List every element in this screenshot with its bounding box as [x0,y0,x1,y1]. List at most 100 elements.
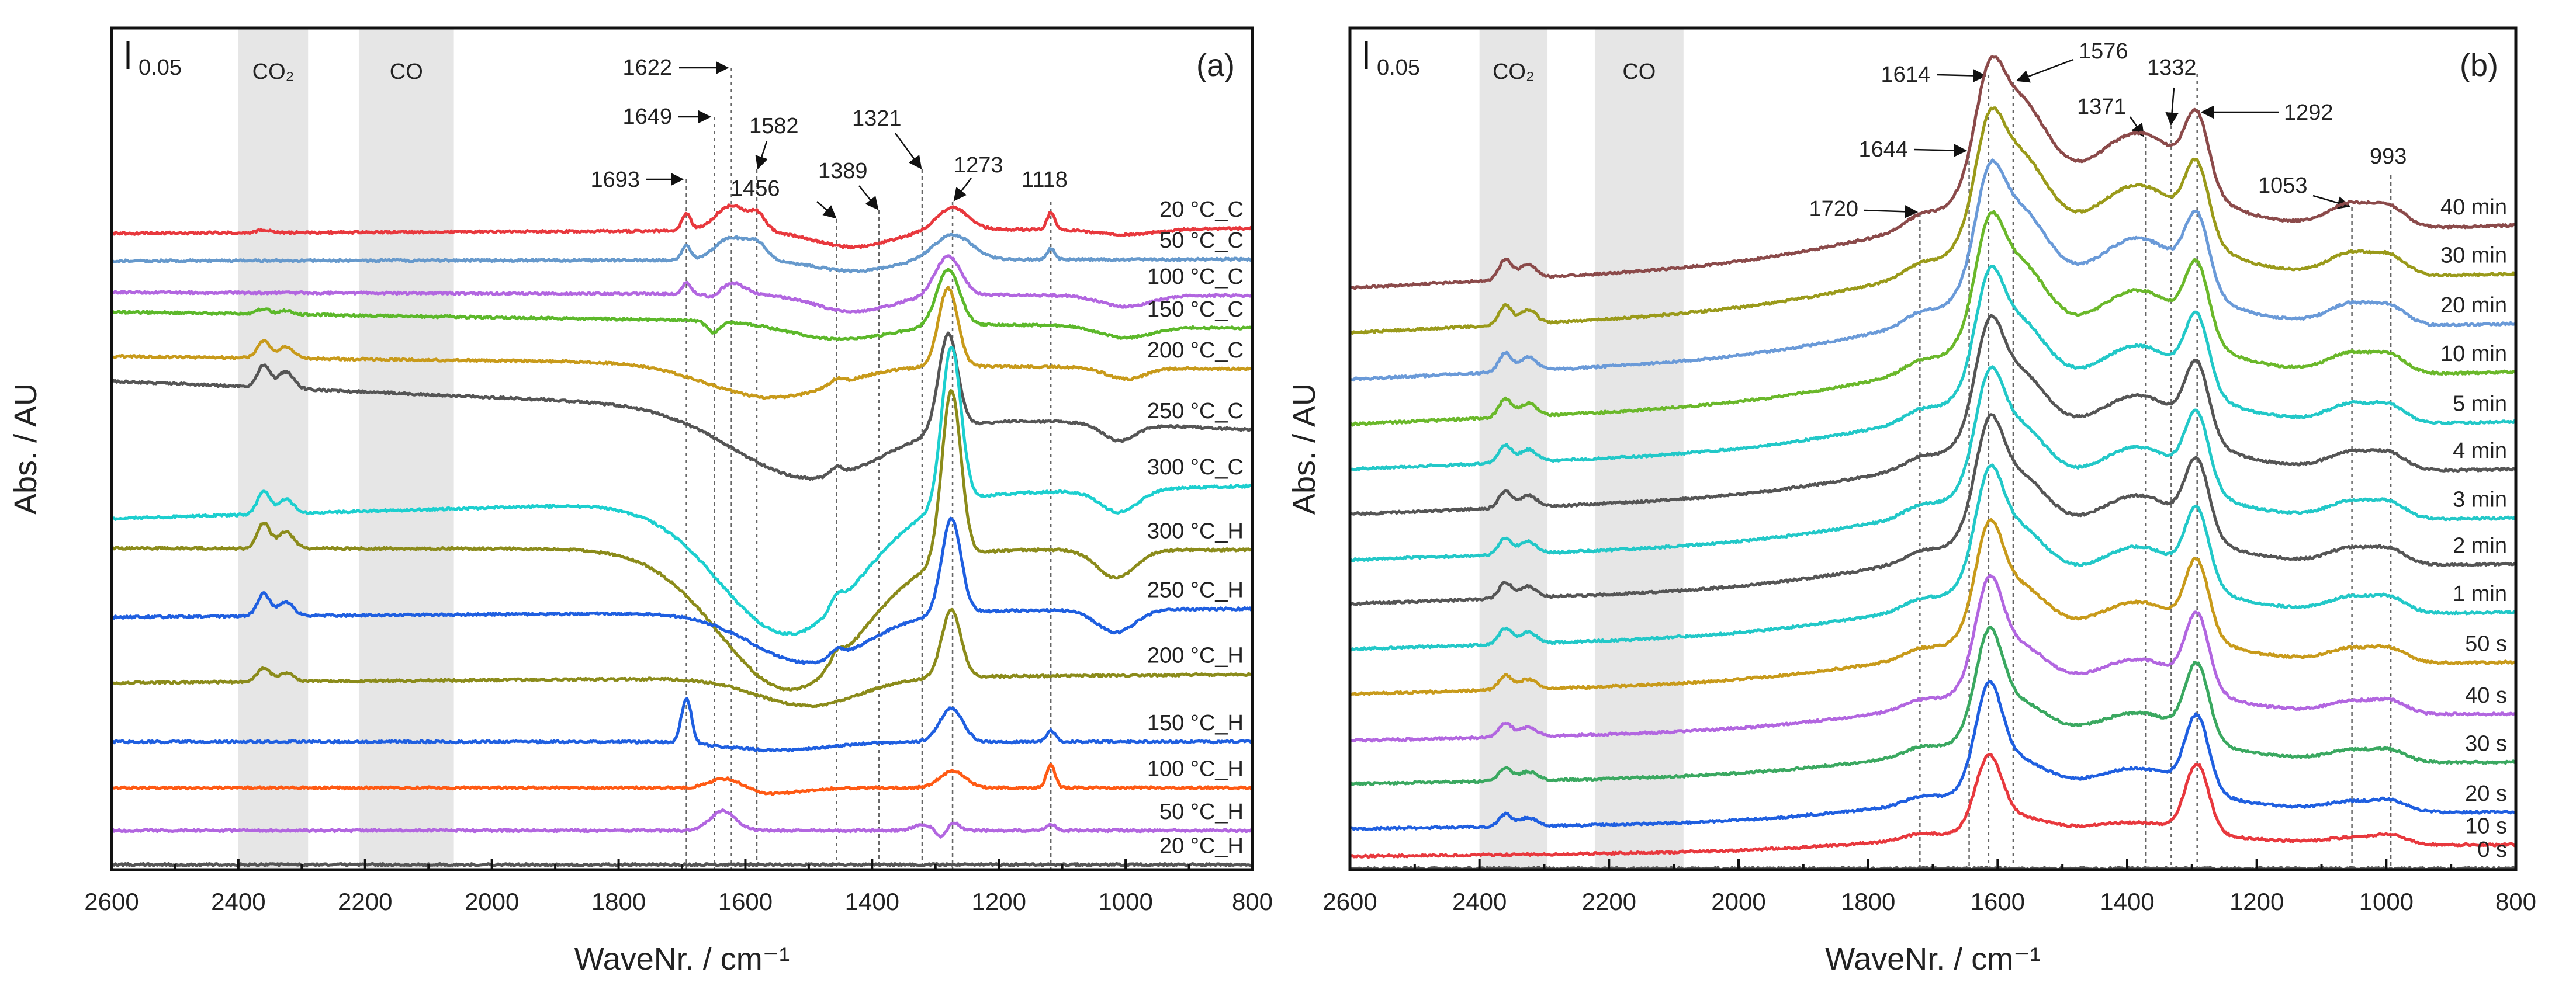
peak-annotation-label: 1582 [749,114,799,138]
x-tick-label: 2000 [465,888,519,915]
series-line [111,203,1254,250]
annotation-arrow [953,178,972,202]
series-label: 300 °C_C [1147,455,1244,480]
peak-annotation-label: 1389 [818,159,868,183]
x-axis-title: WaveNr. / cm⁻¹ [574,942,790,977]
series-label: 150 °C_H [1147,711,1244,735]
series-label: 100 °C_H [1147,757,1244,782]
annotation-arrow [858,185,879,210]
x-tick-label: 1800 [1841,888,1895,915]
series-label: 250 °C_C [1147,399,1244,423]
series-line [1349,463,2517,652]
y-axis-title: Abs. / AU [1287,383,1322,515]
x-tick-label: 2200 [1582,888,1636,915]
series-line [1349,210,2516,427]
peak-annotation-label: 1292 [2284,100,2333,125]
series-line [110,286,1254,400]
series-label: 40 s [2465,683,2507,708]
series-line [111,607,1254,709]
annotation-arrow [1864,205,1919,218]
peak-annotation-label: 1118 [1022,168,1068,192]
x-tick-label: 2600 [1322,888,1377,915]
series-label: 150 °C_C [1147,297,1244,322]
series-line [1349,55,2517,290]
series-label: 40 min [2440,195,2507,220]
series-label: 200 °C_H [1147,644,1244,668]
y-axis-title: Abs. / AU [8,383,43,515]
series-line [111,808,1254,839]
x-tick-label: 1800 [591,888,646,915]
annotation-arrow [755,141,768,170]
shaded-region-label: CO₂ [1493,60,1535,84]
annotation-arrow [1937,69,1987,82]
x-tick-label: 1200 [972,888,1026,915]
scale-bar-label: 0.05 [139,55,182,80]
series-label: 10 s [2465,814,2507,839]
series-line [1349,680,2516,831]
peak-annotation-label: 1622 [622,55,672,80]
series-label: 50 s [2465,632,2507,657]
peak-annotation-label: 1321 [852,106,902,131]
series-line [110,232,1254,274]
shaded-region-co [1594,28,1684,870]
x-tick-label: 2000 [1711,888,1765,915]
series-label: 20 °C_C [1159,197,1244,222]
peak-annotation-label: 1053 [2258,173,2308,198]
series-line [111,516,1253,665]
series-line [110,331,1253,481]
series-line [1349,158,2517,382]
panel-b: CO₂ CO 1720 1644 1614 1576 1371 1332 1292 1053 993… [1287,26,2536,977]
annotation-arrow [1913,144,1968,157]
peak-annotation-label: 1332 [2147,55,2197,80]
series-line [110,268,1253,341]
series-line [111,346,1254,636]
series-label: 20 °C_H [1159,834,1244,858]
series-line [1349,753,2517,859]
series-line [1349,365,2516,562]
peak-annotation-label: 1371 [2077,95,2127,119]
annotation-arrow [894,133,922,169]
series-label: 100 °C_C [1147,265,1244,289]
peak-annotation-label: 1693 [590,168,640,192]
series-line [1349,626,2516,786]
series-label: 300 °C_H [1147,519,1244,543]
series-label: 2 min [2453,533,2507,558]
peak-annotation-label: 1456 [730,176,780,201]
peak-annotation-label: 993 [2370,144,2407,169]
peak-annotation-label: 1273 [954,153,1003,178]
series-label: 4 min [2453,439,2507,463]
series-line [1349,314,2517,516]
shaded-region-co2 [238,28,309,870]
series-line [110,254,1254,314]
series-label: 10 min [2440,342,2507,366]
x-tick-label: 2400 [1452,888,1507,915]
x-tick-label: 800 [2495,888,2536,915]
series-line [1349,518,2517,696]
x-axis-title: WaveNr. / cm⁻¹ [1825,942,2041,977]
series-label: 20 s [2465,782,2507,806]
panel-label: (b) [2460,48,2498,83]
x-tick-label: 800 [1232,888,1273,915]
peak-annotation-label: 1644 [1858,137,1908,162]
series-label: 250 °C_H [1147,578,1244,602]
panel-a: CO₂ CO 1693 1649 1622 1582 1456 1389 1321 1273 111… [8,26,1273,977]
shaded-region-co [358,28,454,870]
series-label: 50 °C_C [1159,228,1244,253]
series-line [1349,413,2517,606]
x-tick-label: 1400 [845,888,899,915]
series-line [1349,574,2516,743]
peak-annotation-label: 1576 [2079,39,2128,64]
series-label: 5 min [2453,391,2507,416]
x-tick-label: 1000 [2359,888,2414,915]
series-label: 0 s [2477,838,2507,862]
annotation-arrow [2165,87,2179,126]
x-tick-label: 1600 [718,888,773,915]
shaded-region-label: CO₂ [252,60,295,84]
annotation-arrow [2016,58,2074,83]
series-label: 20 min [2440,293,2507,318]
shaded-region-co2 [1479,28,1548,870]
x-tick-label: 2600 [84,888,139,915]
x-tick-label: 2200 [338,888,392,915]
x-tick-label: 1200 [2229,888,2284,915]
